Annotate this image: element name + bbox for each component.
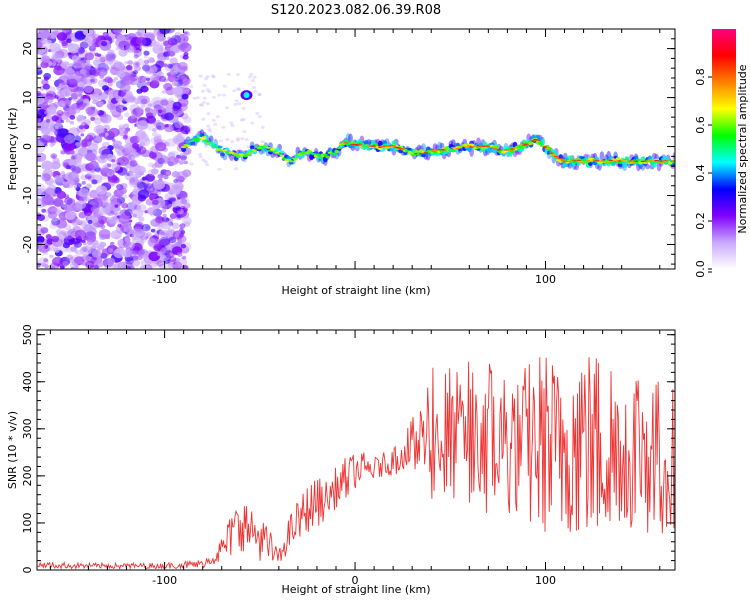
spectrogram-y-tick-label: -20 [21,236,34,254]
colorbar-tick-label: 0.8 [694,68,707,86]
snr-y-tick-label: 500 [21,324,34,345]
snr-ticks: -100 0 100 0 100 200 300 400 500 [21,324,675,587]
snr-y-tick-label: 100 [21,512,34,533]
snr-y-tick-label: 400 [21,371,34,392]
colorbar: 0.0 0.2 0.4 0.6 0.8 Normalized spectral ampl… [694,29,749,278]
snr-y-axis-label: SNR (10 * v/v) [6,411,19,489]
spectrogram-y-tick-label: 0 [21,143,34,150]
spectrogram-plot-area [37,29,675,269]
snr-x-axis-label: Height of straight line (km) [281,583,430,596]
spectrogram-x-tick-label: -100 [152,273,177,286]
snr-frame [36,329,676,571]
snr-x-tick-label: 100 [535,574,556,587]
spectrogram-y-tick-label: 20 [21,42,34,56]
colorbar-label: Normalized spectral amplitude [736,64,749,233]
colorbar-ticks: 0.0 0.2 0.4 0.6 0.8 [694,68,712,278]
spectrogram-y-axis-label: Frequency (Hz) [6,108,19,191]
colorbar-tick-label: 0.6 [694,116,707,134]
snr-y-tick-label: 300 [21,418,34,439]
spectrogram-x-tick-label: 100 [535,273,556,286]
snr-plot-area [37,357,675,570]
snr-x-tick-label: 0 [352,574,359,587]
spectrogram-ridge [181,129,675,172]
snr-panel: -100 0 100 0 100 200 300 400 500 Height of strai… [6,324,676,596]
spectrogram-x-axis-label: Height of straight line (km) [281,284,430,297]
colorbar-tick-label: 0.4 [694,164,707,182]
snr-y-tick-label: 200 [21,465,34,486]
spectrogram-noise-region [37,29,265,269]
colorbar-tick-label: 0.0 [694,260,707,278]
spectrogram-y-tick-label: 10 [21,91,34,105]
spectrogram-y-tick-label: -10 [21,187,34,205]
colorbar-gradient [712,29,736,269]
figure-title: S120.2023.082.06.39.R08 [271,3,441,18]
spectrogram-outlier-core [243,92,250,99]
colorbar-tick-label: 0.2 [694,212,707,230]
spectrogram-frame [36,28,676,270]
snr-y-tick-label: 0 [21,567,34,574]
snr-x-tick-label: -100 [152,574,177,587]
snr-series-line [37,357,675,570]
